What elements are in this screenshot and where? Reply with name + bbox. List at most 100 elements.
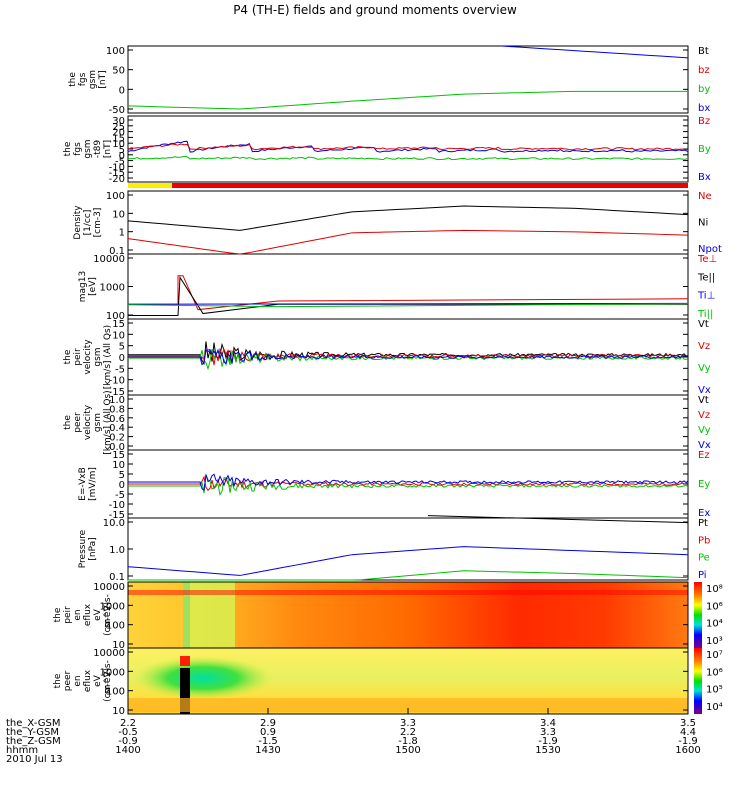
ylabel-line: peir <box>63 606 73 624</box>
colorbar-tick: 10⁷ <box>706 650 723 661</box>
legend-label: Vy <box>698 425 711 436</box>
ytick-label: 0.1 <box>109 246 125 257</box>
ylabel-line: [1/cc] <box>83 210 93 236</box>
legend-label: By <box>698 144 711 155</box>
series-efield-1 <box>128 473 689 496</box>
ytick-label: -15 <box>109 168 125 179</box>
ylabel-line: gsm <box>83 139 93 158</box>
colorbar-tick: 10⁶ <box>706 667 723 678</box>
ytick-label: 100 <box>106 621 125 632</box>
xtick-label: 3.5 <box>680 718 696 729</box>
xtick-label: -0.5 <box>118 727 138 738</box>
status-bar-red <box>172 183 688 188</box>
xtick-label: 2.2 <box>120 718 136 729</box>
ytick-label: -10 <box>109 162 125 173</box>
ytick-label: 0 <box>119 353 125 364</box>
panel-frame-density <box>127 190 689 255</box>
ytick-label: 0.8 <box>109 404 125 415</box>
ylabel-line: the <box>63 349 73 364</box>
ytick-label: 10.0 <box>103 518 125 529</box>
xtick-label: 3.3 <box>400 718 416 729</box>
ytick-label: 1000 <box>100 667 125 678</box>
ylabel-line: gsm <box>88 70 98 89</box>
xtick-row-label: hhmm <box>6 745 38 756</box>
ytick-label: 0.1 <box>109 572 125 583</box>
series-vel-2 <box>128 348 689 371</box>
legend-label: Vz <box>698 410 710 421</box>
ylabel-line: fgs <box>78 72 88 86</box>
series-Pi <box>127 546 689 576</box>
xtick-row-label: the_Y-GSM <box>6 727 59 738</box>
legend-label: bx <box>698 103 710 114</box>
ytick-label: 1.0 <box>109 545 125 556</box>
status-bar-yellow <box>128 183 172 188</box>
ytick-label: 15 <box>112 133 125 144</box>
ytick-label: 100 <box>106 687 125 698</box>
ytick-label: -15 <box>109 510 125 521</box>
ylabel-line: peer <box>73 412 83 433</box>
ylabel-line: peir <box>73 348 83 366</box>
ytick-label: 1000 <box>100 283 125 294</box>
ytick-label: 0 <box>119 480 125 491</box>
ytick-label: 0.2 <box>109 433 125 444</box>
xtick-label: 3.3 <box>540 727 556 738</box>
ytick-label: 1.0 <box>109 395 125 406</box>
ion-spectrogram-band <box>128 590 688 595</box>
legend-label: Vx <box>698 385 711 396</box>
series-efield-0 <box>128 475 689 492</box>
ion-spectrogram-gap <box>183 582 190 648</box>
ytick-label: 0.4 <box>109 423 125 434</box>
ytick-label: -15 <box>109 387 125 398</box>
ylabel-line: Density <box>73 205 83 240</box>
colorbar <box>694 648 702 714</box>
xtick-label: -1.9 <box>678 736 698 747</box>
xtick-label: -1.9 <box>538 736 558 747</box>
ytick-label: 10 <box>112 139 125 150</box>
series-Te-par <box>128 275 688 316</box>
series-delta-2 <box>127 155 689 161</box>
ytick-label: 100 <box>106 191 125 202</box>
ylabel-line: E=-VxB <box>78 467 88 501</box>
xtick-label: 2.9 <box>260 718 276 729</box>
ylabel-line: en <box>73 609 83 620</box>
series-Ti-perp <box>127 302 689 305</box>
legend-label: Ex <box>698 508 710 519</box>
legend-label: Ey <box>698 479 710 490</box>
panel-frame-temperature <box>127 253 689 320</box>
electron-spectrogram-blob <box>133 656 273 700</box>
ylabel-line: the <box>63 141 73 156</box>
panel-frame-e-field <box>127 449 689 519</box>
colorbar-tick: 10⁸ <box>706 584 723 595</box>
ylabel-line: the <box>63 415 73 430</box>
xtick-row-label: the_X-GSM <box>6 718 60 729</box>
chart-title: P4 (TH-E) fields and ground moments over… <box>233 3 517 17</box>
ytick-label: -20 <box>109 174 125 185</box>
ytick-label: 0 <box>119 85 125 96</box>
ytick-label: 10 <box>112 640 125 651</box>
panel-frame-pressure <box>127 517 689 581</box>
legend-label: Pi <box>698 570 707 581</box>
legend-label: Vy <box>698 363 711 374</box>
xtick-row-label: the_Z-GSM <box>6 736 61 747</box>
series-Pe <box>128 570 689 581</box>
legend-label: Ti⊥ <box>697 291 715 302</box>
ylabel-line: [mV/m] <box>88 467 98 501</box>
ylabel-line: (cm^2-s- <box>103 594 113 636</box>
legend-label: Vx <box>698 440 711 451</box>
ytick-label: 100 <box>106 311 125 322</box>
ylabel-line: sr-eV) <box>103 602 113 628</box>
ytick-label: 30 <box>112 116 125 127</box>
ytick-label: 10 <box>112 706 125 717</box>
ylabel-line: eflux <box>83 669 93 692</box>
colorbar-tick: 10⁵ <box>706 685 723 696</box>
series-vel-3 <box>128 348 689 366</box>
ylabel-line: [eV] <box>88 277 98 296</box>
xtick-label: 4.4 <box>680 727 696 738</box>
ylabel-line: [nPa] <box>88 537 98 560</box>
ytick-label: 10000 <box>93 254 125 265</box>
legend-label: Pb <box>698 535 710 546</box>
ytick-label: 10 <box>112 209 125 220</box>
ylabel-line: sr-eV) <box>103 668 113 694</box>
